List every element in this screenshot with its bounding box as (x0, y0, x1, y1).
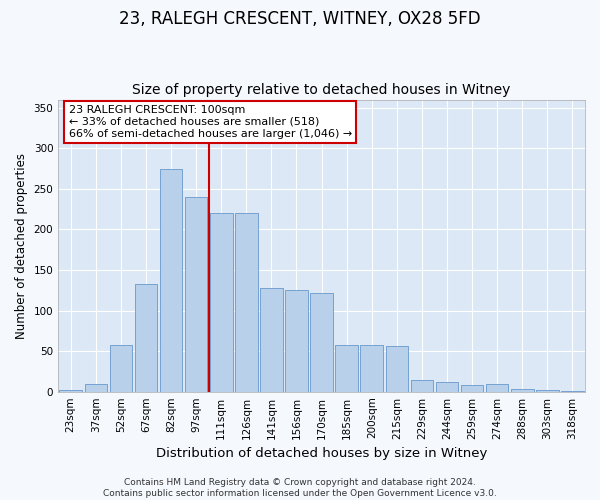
Bar (285, 290, 308, 392)
Title: Size of property relative to detached houses in Witney: Size of property relative to detached ho… (133, 83, 511, 97)
Text: 23 RALEGH CRESCENT: 100sqm
← 33% of detached houses are smaller (518)
66% of sem: 23 RALEGH CRESCENT: 100sqm ← 33% of deta… (69, 106, 352, 138)
Bar (436, 382, 458, 392)
Bar (310, 292, 333, 392)
Bar (536, 390, 559, 392)
Bar (335, 344, 358, 392)
Bar (486, 384, 508, 392)
X-axis label: Distribution of detached houses by size in Witney: Distribution of detached houses by size … (156, 447, 487, 460)
Bar (361, 344, 383, 392)
Bar (185, 197, 208, 392)
Bar (410, 380, 433, 392)
Bar (386, 346, 408, 392)
Bar (511, 389, 533, 392)
Bar (561, 391, 584, 392)
Text: Contains HM Land Registry data © Crown copyright and database right 2024.
Contai: Contains HM Land Registry data © Crown c… (103, 478, 497, 498)
Bar (210, 213, 233, 392)
Bar (160, 170, 182, 392)
Bar (59, 390, 82, 392)
Bar (260, 288, 283, 392)
Y-axis label: Number of detached properties: Number of detached properties (15, 152, 28, 338)
Text: 23, RALEGH CRESCENT, WITNEY, OX28 5FD: 23, RALEGH CRESCENT, WITNEY, OX28 5FD (119, 10, 481, 28)
Bar (461, 385, 484, 392)
Bar (134, 284, 157, 392)
Bar (85, 384, 107, 392)
Bar (110, 344, 132, 392)
Bar (235, 213, 257, 392)
